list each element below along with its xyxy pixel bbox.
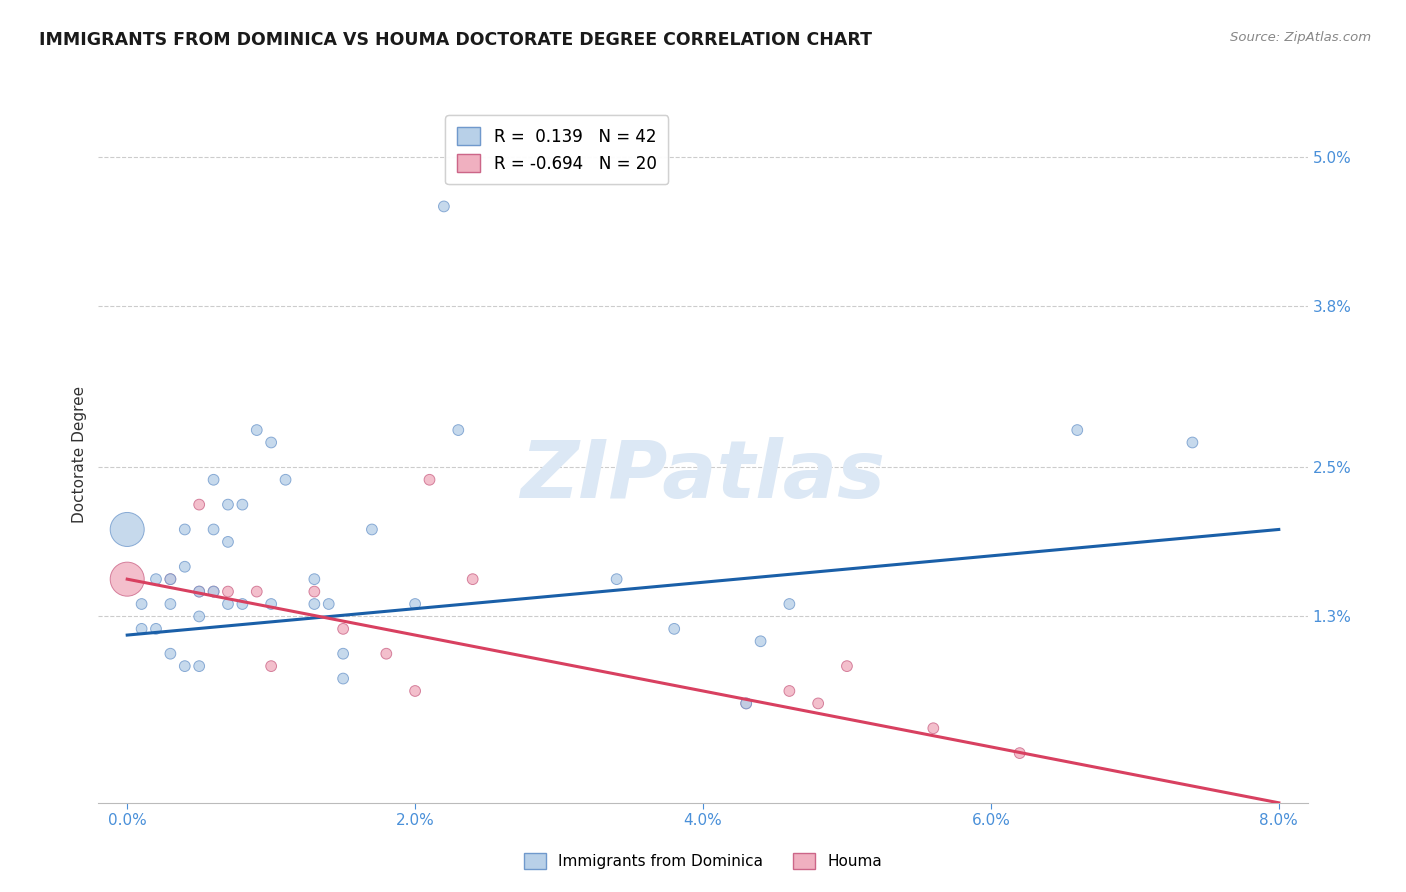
Point — [217, 584, 239, 599]
Point — [188, 609, 211, 624]
Point — [159, 647, 181, 661]
Point — [606, 572, 628, 586]
Y-axis label: Doctorate Degree: Doctorate Degree — [72, 386, 87, 524]
Point — [418, 473, 440, 487]
Point — [260, 597, 283, 611]
Point — [145, 622, 167, 636]
Point — [260, 435, 283, 450]
Point — [922, 721, 945, 735]
Point — [159, 572, 181, 586]
Point — [188, 584, 211, 599]
Point — [404, 684, 426, 698]
Point — [246, 584, 269, 599]
Point — [332, 622, 354, 636]
Point — [246, 423, 269, 437]
Point — [231, 597, 253, 611]
Point — [202, 584, 225, 599]
Point — [1008, 746, 1031, 760]
Point — [304, 584, 326, 599]
Point — [173, 523, 195, 537]
Point — [375, 647, 398, 661]
Point — [188, 498, 211, 512]
Point — [217, 534, 239, 549]
Point — [131, 597, 153, 611]
Point — [217, 597, 239, 611]
Point — [332, 672, 354, 686]
Point — [145, 572, 167, 586]
Point — [304, 572, 326, 586]
Legend: Immigrants from Dominica, Houma: Immigrants from Dominica, Houma — [519, 847, 887, 875]
Point — [433, 199, 456, 213]
Point — [332, 647, 354, 661]
Point — [231, 498, 253, 512]
Point — [404, 597, 426, 611]
Point — [835, 659, 858, 673]
Point — [202, 523, 225, 537]
Point — [217, 498, 239, 512]
Point — [735, 697, 758, 711]
Point — [664, 622, 686, 636]
Point — [1066, 423, 1088, 437]
Point — [807, 697, 830, 711]
Point — [173, 659, 195, 673]
Point — [778, 597, 800, 611]
Text: Source: ZipAtlas.com: Source: ZipAtlas.com — [1230, 31, 1371, 45]
Point — [461, 572, 484, 586]
Point — [304, 597, 326, 611]
Point — [159, 572, 181, 586]
Point — [274, 473, 297, 487]
Point — [749, 634, 772, 648]
Legend: R =  0.139   N = 42, R = -0.694   N = 20: R = 0.139 N = 42, R = -0.694 N = 20 — [446, 115, 668, 185]
Point — [202, 584, 225, 599]
Point — [173, 559, 195, 574]
Point — [1181, 435, 1204, 450]
Point — [260, 659, 283, 673]
Point — [188, 659, 211, 673]
Point — [361, 523, 384, 537]
Point — [131, 622, 153, 636]
Point — [159, 597, 181, 611]
Point — [778, 684, 800, 698]
Text: ZIPatlas: ZIPatlas — [520, 437, 886, 515]
Point — [115, 523, 138, 537]
Point — [202, 473, 225, 487]
Point — [188, 584, 211, 599]
Point — [447, 423, 470, 437]
Text: IMMIGRANTS FROM DOMINICA VS HOUMA DOCTORATE DEGREE CORRELATION CHART: IMMIGRANTS FROM DOMINICA VS HOUMA DOCTOR… — [39, 31, 872, 49]
Point — [735, 697, 758, 711]
Point — [318, 597, 340, 611]
Point — [115, 572, 138, 586]
